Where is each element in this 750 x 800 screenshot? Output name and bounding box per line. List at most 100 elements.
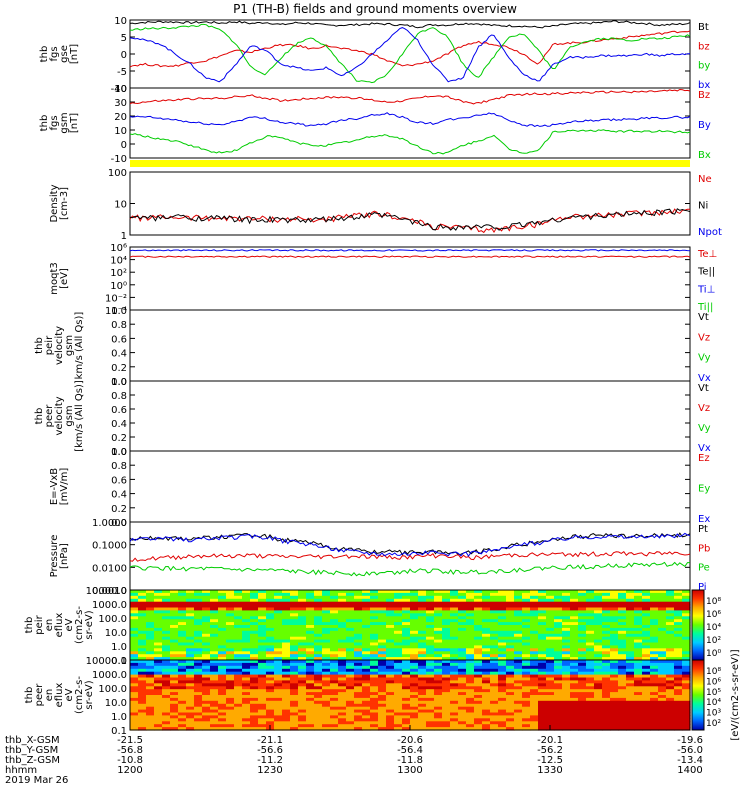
spectrogram-cell	[490, 601, 499, 606]
spectrogram-cell	[138, 625, 147, 629]
spectrogram-cell	[234, 645, 243, 649]
spectrogram-cell	[546, 692, 555, 696]
y-tick-label: 10.0	[105, 628, 127, 639]
spectrogram-cell	[642, 671, 651, 676]
spectrogram-cell	[250, 692, 259, 696]
spectrogram-cell	[514, 639, 523, 644]
spectrogram-cell	[330, 590, 339, 594]
spectrogram-cell	[538, 703, 547, 708]
spectrogram-cell	[498, 709, 507, 714]
spectrogram-cell	[474, 715, 483, 719]
spectrogram-cell	[506, 642, 515, 646]
spectrogram-cell	[346, 648, 355, 652]
spectrogram-cell	[506, 680, 515, 684]
spectrogram-cell	[466, 610, 475, 614]
spectrogram-cell	[322, 695, 331, 699]
spectrogram-cell	[402, 677, 411, 681]
spectrogram-cell	[338, 654, 347, 658]
spectrogram-cell	[282, 706, 291, 711]
spectrogram-cell	[610, 590, 619, 594]
spectrogram-cell	[498, 724, 507, 728]
spectrogram-cell	[594, 645, 603, 649]
spectrogram-cell	[386, 700, 395, 705]
spectrogram-cell	[138, 727, 147, 731]
spectrogram-cell	[154, 715, 163, 719]
spectrogram-cell	[562, 662, 571, 667]
spectrogram-cell	[418, 677, 427, 681]
spectrogram-cell	[530, 627, 539, 632]
spectrogram-cell	[514, 604, 523, 609]
spectrogram-cell	[394, 654, 403, 658]
spectrogram-cell	[386, 657, 395, 661]
spectrogram-cell	[458, 651, 467, 655]
spectrogram-cell	[594, 639, 603, 644]
series-Pi	[129, 532, 691, 558]
spectrogram-cell	[266, 616, 275, 620]
spectrogram-cell	[362, 613, 371, 617]
spectrogram-cell	[650, 721, 659, 725]
spectrogram-cell	[498, 674, 507, 679]
spectrogram-cell	[130, 622, 139, 626]
spectrogram-cell	[586, 683, 595, 687]
spectrogram-cell	[618, 706, 627, 711]
spectrogram-cell	[386, 645, 395, 649]
spectrogram-cell	[170, 671, 179, 676]
spectrogram-cell	[546, 718, 555, 722]
spectrogram-cell	[322, 709, 331, 714]
spectrogram-cell	[218, 590, 227, 594]
spectrogram-cell	[642, 674, 651, 679]
spectrogram-cell	[154, 674, 163, 679]
spectrogram-cell	[178, 680, 187, 684]
spectrogram-cell	[298, 683, 307, 687]
spectrogram-cell	[482, 718, 491, 722]
spectrogram-cell	[410, 703, 419, 708]
spectrogram-cell	[618, 718, 627, 722]
spectrogram-cell	[162, 709, 171, 714]
spectrogram-cell	[434, 616, 443, 620]
spectrogram-cell	[130, 604, 139, 609]
spectrogram-cell	[562, 630, 571, 635]
spectrogram-cell	[378, 715, 387, 719]
spectrogram-cell	[554, 680, 563, 684]
spectrogram-cell	[298, 692, 307, 696]
spectrogram-cell	[210, 727, 219, 731]
spectrogram-cell	[626, 703, 635, 708]
spectrogram-cell	[458, 697, 467, 702]
spectrogram-cell	[594, 648, 603, 652]
spectrogram-cell	[378, 622, 387, 626]
spectrogram-cell	[410, 721, 419, 725]
spectrogram-cell	[506, 721, 515, 725]
spectrogram-cell	[554, 660, 563, 664]
spectrogram-cell	[434, 657, 443, 661]
spectrogram-cell	[394, 715, 403, 719]
spectrogram-cell	[226, 633, 235, 638]
y-tick-label: 0.1000	[92, 541, 127, 552]
spectrogram-cell	[186, 712, 195, 716]
spectrogram-cell	[514, 636, 523, 641]
spectrogram-cell	[474, 692, 483, 696]
spectrogram-cell	[634, 648, 643, 652]
spectrogram-cell	[562, 607, 571, 611]
spectrogram-cell	[130, 727, 139, 731]
spectrogram-cell	[130, 645, 139, 649]
spectrogram-cell	[578, 598, 587, 603]
spectrogram-cell	[202, 642, 211, 646]
spectrogram-cell	[322, 706, 331, 711]
spectrogram-cell	[346, 633, 355, 638]
y-tick-label: 100	[108, 168, 127, 179]
y-axis-label: en	[44, 619, 55, 632]
spectrogram-cell	[418, 706, 427, 711]
spectrogram-cell	[530, 703, 539, 708]
spectrogram-cell	[378, 671, 387, 676]
spectrogram-cell	[130, 700, 139, 705]
spectrogram-cell	[154, 657, 163, 661]
spectrogram-cell	[210, 642, 219, 646]
spectrogram-cell	[490, 604, 499, 609]
spectrogram-cell	[338, 619, 347, 623]
spectrogram-cell	[554, 595, 563, 600]
spectrogram-cell	[330, 689, 339, 693]
spectrogram-cell	[434, 630, 443, 635]
spectrogram-cell	[234, 604, 243, 609]
spectrogram-cell	[130, 627, 139, 632]
